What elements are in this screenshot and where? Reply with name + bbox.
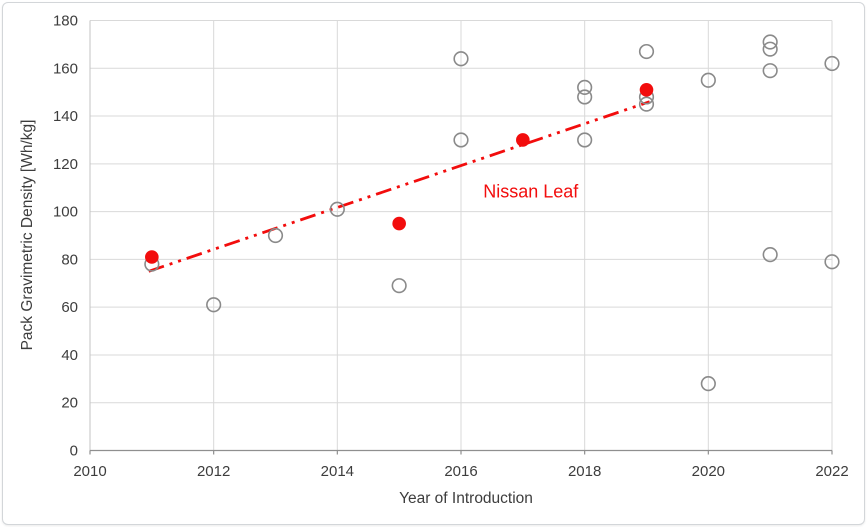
point-gray-open-circles [453,51,469,67]
y-tick-label: 100 [53,204,78,221]
point-nissan-leaf [639,82,654,97]
point-gray-open-circles [267,227,284,244]
point-gray-open-circles [577,132,593,148]
point-gray-open-circles [577,89,593,105]
x-tick-label: 2016 [444,463,477,480]
x-tick-label: 2018 [568,463,601,480]
trendline [148,100,651,273]
x-axis-title: Year of Introduction [399,490,533,507]
y-tick-label: 20 [61,395,78,412]
point-gray-open-circles [824,254,840,270]
x-tick-label: 2014 [321,463,354,480]
y-tick-label: 140 [53,108,78,125]
y-tick-label: 180 [53,13,78,30]
y-axis-title: Pack Gravimetric Density [Wh/kg] [19,120,36,351]
y-tick-label: 80 [61,251,78,268]
point-gray-open-circles [762,247,778,263]
plot-area: 0 20 40 60 80 100 120 140 160 180 2010 2012 2014 2016… [53,13,849,481]
point-gray-open-circles [762,63,778,79]
point-gray-open-circles [700,72,716,88]
y-tick-label: 120 [53,156,78,173]
point-gray-open-circles [577,79,593,95]
nissan-leaf-label: Nissan Leaf [483,181,579,201]
point-gray-open-circles [638,43,655,60]
point-nissan-leaf [516,133,530,147]
y-tick-label: 40 [61,347,78,364]
point-gray-open-circles [391,278,407,294]
x-tick-label: 2022 [815,463,848,480]
x-tick-label: 2020 [692,463,725,480]
point-gray-open-circles [453,132,469,148]
x-tick-label: 2012 [197,463,230,480]
y-tick-label: 0 [70,443,78,460]
point-nissan-leaf [392,216,406,231]
point-gray-open-circles [824,55,840,72]
x-tick-label: 2010 [73,463,106,480]
point-gray-open-circles [329,201,345,217]
y-tick-label: 60 [61,299,78,316]
point-gray-open-circles [206,297,222,313]
point-gray-open-circles [762,41,778,57]
y-tick-label: 160 [53,60,78,77]
point-gray-open-circles [638,96,655,112]
point-gray-open-circles [700,376,716,392]
point-gray-open-circles [762,34,778,50]
point-nissan-leaf [145,250,159,264]
